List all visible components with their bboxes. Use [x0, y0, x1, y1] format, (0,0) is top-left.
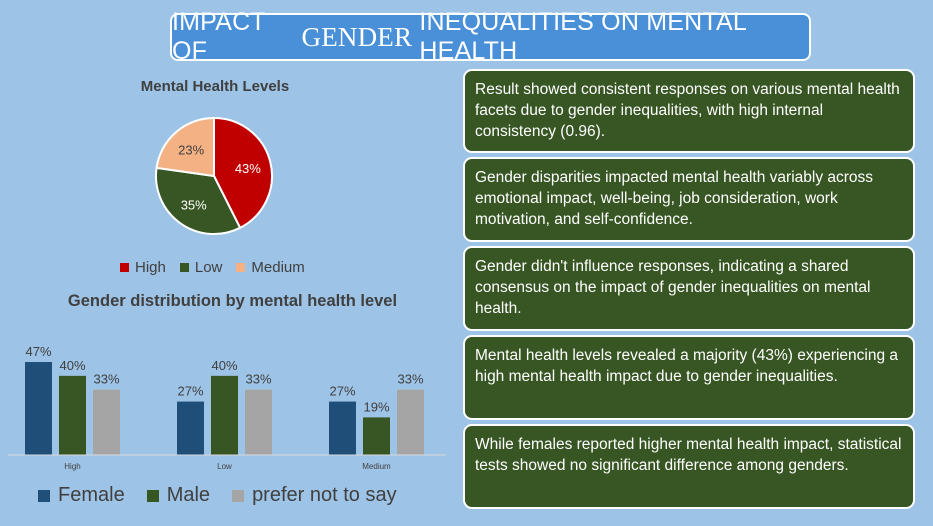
legend-swatch: [232, 489, 245, 502]
finding-text-3: Gender didn't influence responses, indic…: [475, 258, 871, 317]
finding-card-4: Mental health levels revealed a majority…: [463, 335, 915, 420]
pie-label-low: 35%: [181, 197, 207, 212]
legend-label: High: [135, 259, 166, 276]
bar-label-medium-prefer-not-to-say: 33%: [397, 372, 423, 387]
legend-swatch: [179, 263, 189, 272]
title-text-2: GENDER: [301, 21, 413, 52]
finding-text-5: While females reported higher mental hea…: [475, 436, 902, 474]
bar-label-high-female: 47%: [25, 344, 51, 359]
bar-high-female: [25, 362, 52, 455]
bar-label-low-female: 27%: [177, 384, 203, 399]
pie-legend-item-low: Low: [179, 259, 223, 276]
pie-legend-item-high: High: [120, 259, 166, 276]
bar-label-high-prefer-not-to-say: 33%: [93, 372, 119, 387]
bar-label-medium-female: 27%: [329, 384, 355, 399]
pie-label-medium: 23%: [178, 143, 204, 158]
bar-legend-item-male: Male: [146, 484, 211, 507]
title-text-1: IMPACT OF: [172, 8, 266, 65]
pie-label-high: 43%: [235, 161, 261, 176]
pie-chart-title: Mental Health Levels: [140, 78, 290, 95]
finding-text-4: Mental health levels revealed a majority…: [475, 347, 899, 385]
pie-slice-low: [155, 166, 242, 235]
legend-label: prefer not to say: [252, 484, 397, 506]
pie-legend: High Low Medium: [120, 259, 319, 276]
finding-card-1: Result showed consistent responses on va…: [463, 69, 915, 153]
bar-medium-female: [329, 401, 356, 455]
title-banner: IMPACT OF GENDER INEQUALITIES ON MENTAL …: [170, 8, 811, 65]
bar-high-male: [59, 375, 86, 455]
pie-slice-high: [213, 116, 273, 230]
title-text-3: INEQUALITIES ON MENTAL HEALTH: [419, 8, 747, 65]
bar-legend-item-female: Female: [38, 484, 125, 507]
bar-high-prefer-not-to-say: [93, 389, 120, 455]
legend-label: Low: [194, 259, 223, 276]
finding-card-5: While females reported higher mental hea…: [463, 424, 915, 509]
legend-label: Female: [58, 484, 125, 506]
legend-swatch: [236, 263, 246, 272]
bar-label-low-male: 40%: [211, 358, 237, 373]
bar-legend: Female Male prefer not to say: [38, 484, 419, 507]
bar-medium-male: [363, 417, 390, 455]
legend-swatch: [120, 263, 129, 272]
bar-legend-item-prefer-not-to-say: prefer not to say: [232, 484, 397, 507]
legend-label: Medium: [251, 259, 305, 276]
bar-low-female: [177, 401, 204, 455]
pie-slice-medium: [155, 116, 215, 178]
finding-text-2: Gender disparities impacted mental healt…: [475, 169, 874, 228]
bar-low-prefer-not-to-say: [245, 389, 272, 455]
bar-label-medium-male: 19%: [363, 399, 389, 414]
x-tick-medium: Medium: [362, 462, 391, 471]
x-tick-low: Low: [217, 462, 232, 471]
bar-label-low-prefer-not-to-say: 33%: [245, 372, 271, 387]
legend-swatch: [146, 489, 159, 502]
bar-medium-prefer-not-to-say: [397, 389, 424, 455]
pie-legend-item-medium: Medium: [236, 259, 305, 276]
legend-swatch: [38, 489, 50, 502]
finding-card-3: Gender didn't influence responses, indic…: [463, 246, 915, 331]
finding-card-2: Gender disparities impacted mental healt…: [463, 157, 915, 242]
bar-chart-title: Gender distribution by mental health lev…: [67, 292, 398, 310]
legend-label: Male: [166, 484, 211, 506]
x-tick-high: High: [64, 462, 80, 471]
finding-text-1: Result showed consistent responses on va…: [475, 81, 900, 140]
bar-low-male: [211, 375, 238, 455]
bar-label-high-male: 40%: [59, 358, 85, 373]
